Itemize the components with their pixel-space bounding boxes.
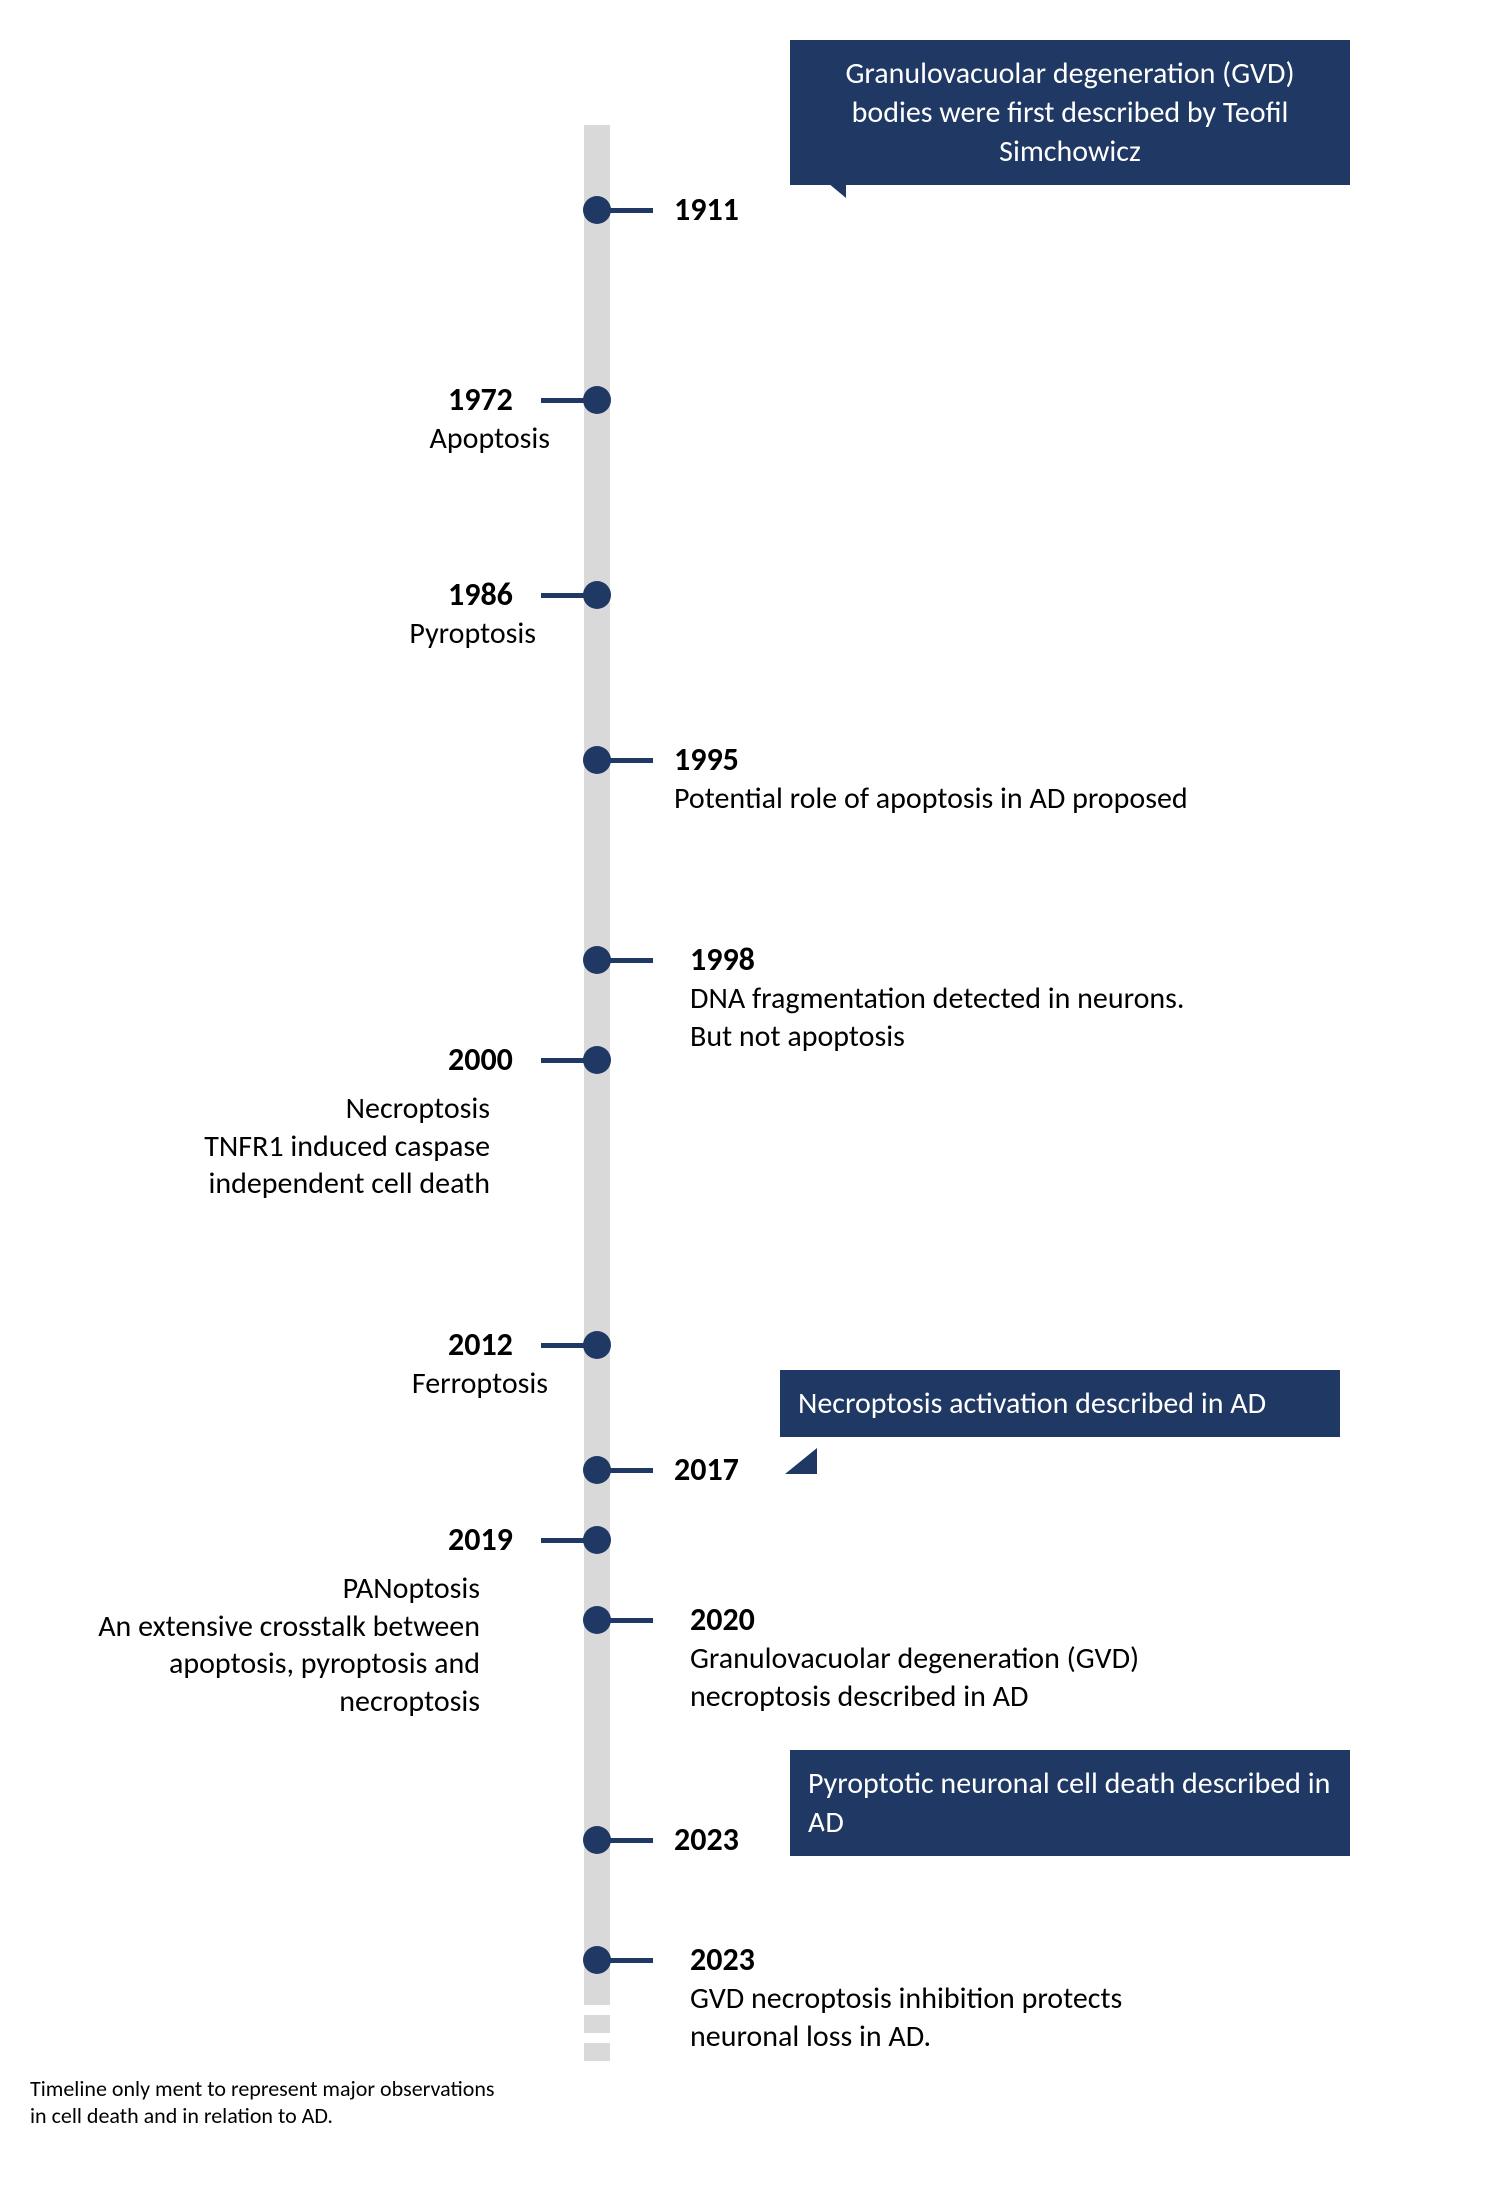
timeline-desc: Granulovacuolar degeneration (GVD) necro… — [690, 1640, 1250, 1715]
timeline-desc: Apoptosis — [250, 420, 550, 458]
timeline-year: 1995 — [674, 740, 739, 779]
callout-tail — [810, 168, 846, 198]
callout-2023: Pyroptotic neuronal cell death described… — [790, 1750, 1350, 1856]
timeline-year: 1986 — [448, 575, 513, 614]
timeline-tick — [607, 208, 653, 213]
timeline: Granulovacuolar degeneration (GVD) bodie… — [30, 40, 1469, 2100]
timeline-desc: GVD necroptosis inhibition protects neur… — [690, 1980, 1230, 2055]
timeline-desc: PANoptosis An extensive crosstalk betwee… — [60, 1570, 480, 1720]
timeline-tick — [541, 1538, 587, 1543]
timeline-year: 2019 — [448, 1520, 513, 1559]
timeline-tick — [607, 1468, 653, 1473]
callout-text: Granulovacuolar degeneration (GVD) bodie… — [845, 55, 1294, 170]
timeline-dot — [583, 1526, 611, 1554]
timeline-dot — [583, 1046, 611, 1074]
timeline-tick — [541, 398, 587, 403]
timeline-tick — [541, 593, 587, 598]
callout-1911: Granulovacuolar degeneration (GVD) bodie… — [790, 40, 1350, 185]
timeline-year: 2012 — [448, 1325, 513, 1364]
footnote-text: Timeline only ment to represent major ob… — [30, 2075, 494, 2128]
timeline-dot — [583, 581, 611, 609]
timeline-tick — [607, 1618, 653, 1623]
timeline-year: 2023 — [690, 1940, 755, 1979]
timeline-tick — [607, 958, 653, 963]
timeline-desc: DNA fragmentation detected in neurons. B… — [690, 980, 1190, 1055]
timeline-desc: Pyroptosis — [236, 615, 536, 653]
timeline-dot — [583, 386, 611, 414]
footnote: Timeline only ment to represent major ob… — [30, 2050, 494, 2129]
callout-text: Necroptosis activation described in AD — [798, 1385, 1266, 1422]
timeline-year: 1972 — [448, 380, 513, 419]
timeline-desc: Potential role of apoptosis in AD propos… — [674, 780, 1194, 818]
timeline-year: 2000 — [448, 1040, 513, 1079]
timeline-tick — [541, 1343, 587, 1348]
timeline-year: 1998 — [690, 940, 755, 979]
timeline-year: 2023 — [674, 1820, 739, 1859]
timeline-tick — [607, 758, 653, 763]
timeline-tick — [541, 1058, 587, 1063]
callout-2017: Necroptosis activation described in AD — [780, 1370, 1340, 1437]
timeline-year: 2020 — [690, 1600, 755, 1639]
timeline-tick — [607, 1838, 653, 1843]
timeline-year: 1911 — [674, 190, 739, 229]
axis-dash — [584, 2015, 610, 2033]
timeline-desc: Ferroptosis — [248, 1365, 548, 1403]
timeline-year: 2017 — [674, 1450, 739, 1489]
timeline-desc: Necroptosis TNFR1 induced caspase indepe… — [60, 1090, 490, 1203]
axis-dash — [584, 2043, 610, 2061]
callout-tail — [795, 1828, 827, 1854]
timeline-dot — [583, 1331, 611, 1359]
timeline-tick — [607, 1958, 653, 1963]
callout-tail — [785, 1448, 817, 1474]
callout-text: Pyroptotic neuronal cell death described… — [808, 1765, 1330, 1841]
